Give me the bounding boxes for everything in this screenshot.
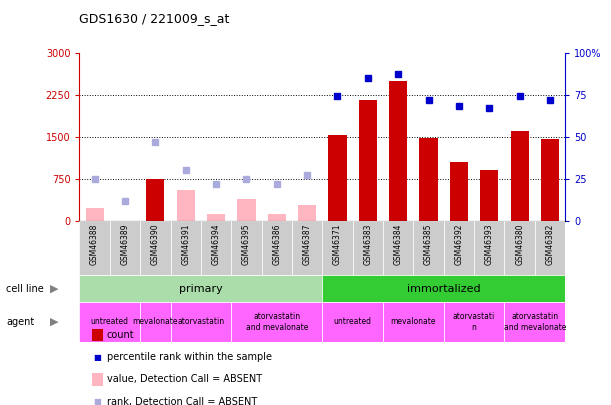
Text: count: count bbox=[107, 330, 134, 340]
Bar bbox=[146, 179, 164, 221]
Bar bbox=[140, 302, 170, 342]
Bar bbox=[323, 275, 565, 302]
Text: atorvastati
n: atorvastati n bbox=[453, 312, 496, 332]
Text: atorvastatin
and mevalonate: atorvastatin and mevalonate bbox=[246, 312, 308, 332]
Text: GSM46384: GSM46384 bbox=[393, 224, 403, 265]
Text: GSM46391: GSM46391 bbox=[181, 224, 190, 265]
Bar bbox=[505, 221, 535, 275]
Bar bbox=[79, 221, 110, 275]
Bar bbox=[268, 214, 286, 221]
Bar bbox=[262, 221, 292, 275]
Bar bbox=[505, 302, 565, 342]
Text: untreated: untreated bbox=[334, 318, 371, 326]
Bar bbox=[535, 221, 565, 275]
Text: GSM46380: GSM46380 bbox=[515, 224, 524, 265]
Text: ▶: ▶ bbox=[49, 284, 58, 294]
Bar bbox=[444, 221, 474, 275]
Text: percentile rank within the sample: percentile rank within the sample bbox=[107, 352, 272, 362]
Text: agent: agent bbox=[6, 317, 34, 327]
Text: untreated: untreated bbox=[91, 318, 129, 326]
Text: GSM46389: GSM46389 bbox=[120, 224, 130, 265]
Bar bbox=[201, 221, 231, 275]
Text: GSM46390: GSM46390 bbox=[151, 224, 160, 265]
Text: GSM46388: GSM46388 bbox=[90, 224, 99, 265]
Bar bbox=[328, 135, 346, 221]
Text: GSM46386: GSM46386 bbox=[273, 224, 281, 265]
Bar bbox=[444, 302, 505, 342]
Bar bbox=[474, 221, 505, 275]
Text: GSM46387: GSM46387 bbox=[302, 224, 312, 265]
Text: GSM46385: GSM46385 bbox=[424, 224, 433, 265]
Bar bbox=[170, 302, 231, 342]
Bar bbox=[231, 302, 323, 342]
Text: rank, Detection Call = ABSENT: rank, Detection Call = ABSENT bbox=[107, 397, 257, 405]
Bar bbox=[480, 170, 499, 221]
Bar bbox=[383, 302, 444, 342]
Text: ▶: ▶ bbox=[49, 317, 58, 327]
Bar bbox=[140, 221, 170, 275]
Bar bbox=[110, 221, 140, 275]
Bar bbox=[383, 221, 414, 275]
Bar bbox=[450, 162, 468, 221]
Bar bbox=[207, 214, 225, 221]
Text: GSM46383: GSM46383 bbox=[364, 224, 372, 265]
Text: mevalonate: mevalonate bbox=[133, 318, 178, 326]
Text: value, Detection Call = ABSENT: value, Detection Call = ABSENT bbox=[107, 375, 262, 384]
Text: GSM46392: GSM46392 bbox=[455, 224, 463, 265]
Text: GSM46393: GSM46393 bbox=[485, 224, 494, 265]
Text: mevalonate: mevalonate bbox=[390, 318, 436, 326]
Text: GSM46382: GSM46382 bbox=[546, 224, 555, 265]
Bar bbox=[541, 139, 559, 221]
Bar bbox=[86, 209, 104, 221]
Bar bbox=[292, 221, 323, 275]
Text: primary: primary bbox=[179, 284, 223, 294]
Bar bbox=[353, 221, 383, 275]
Bar bbox=[79, 275, 323, 302]
Bar bbox=[359, 100, 377, 221]
Text: GSM46395: GSM46395 bbox=[242, 224, 251, 265]
Bar bbox=[323, 302, 383, 342]
Text: ■: ■ bbox=[93, 353, 101, 362]
Bar bbox=[237, 199, 255, 221]
Text: cell line: cell line bbox=[6, 284, 44, 294]
Text: immortalized: immortalized bbox=[407, 284, 480, 294]
Text: atorvastatin: atorvastatin bbox=[177, 318, 224, 326]
Text: GSM46394: GSM46394 bbox=[211, 224, 221, 265]
Bar bbox=[414, 221, 444, 275]
Bar bbox=[231, 221, 262, 275]
Bar bbox=[419, 138, 437, 221]
Bar bbox=[79, 302, 140, 342]
Bar bbox=[298, 205, 316, 221]
Bar bbox=[170, 221, 201, 275]
Bar bbox=[511, 131, 529, 221]
Bar bbox=[323, 221, 353, 275]
Text: GDS1630 / 221009_s_at: GDS1630 / 221009_s_at bbox=[79, 12, 230, 25]
Text: ■: ■ bbox=[93, 397, 101, 405]
Bar bbox=[389, 81, 408, 221]
Text: GSM46371: GSM46371 bbox=[333, 224, 342, 265]
Bar bbox=[177, 190, 195, 221]
Text: atorvastatin
and mevalonate: atorvastatin and mevalonate bbox=[503, 312, 566, 332]
